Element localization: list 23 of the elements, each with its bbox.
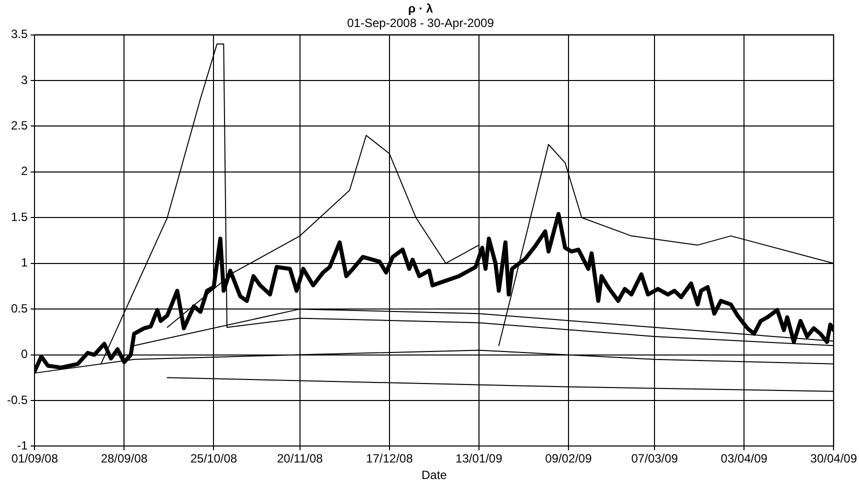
y-tick-label: 2.5 xyxy=(10,118,28,133)
y-tick-label: 0 xyxy=(20,347,28,362)
x-tick-label: 20/11/08 xyxy=(276,452,324,466)
y-tick-label: -0.5 xyxy=(6,392,28,407)
y-tick-label: 2 xyxy=(20,164,28,178)
y-tick-label: 3.5 xyxy=(10,27,28,42)
x-tick-label: 28/09/08 xyxy=(100,452,148,466)
y-tick-label: 1 xyxy=(20,256,28,270)
x-tick-label: 09/02/09 xyxy=(545,452,592,466)
x-tick-label: 07/03/09 xyxy=(631,452,678,466)
y-tick-label: -1 xyxy=(17,438,28,453)
x-axis-title: Date xyxy=(421,468,448,482)
x-tick-label: 17/12/08 xyxy=(366,452,414,466)
y-tick-label: 1.5 xyxy=(10,210,28,224)
x-tick-label: 30/04/09 xyxy=(810,452,858,466)
x-tick-label: 03/04/09 xyxy=(720,452,768,466)
x-tick-label: 25/10/08 xyxy=(190,452,238,466)
chart-title: ρ · λ xyxy=(408,2,434,16)
x-tick-label: 01/09/08 xyxy=(11,452,58,466)
y-tick-label: 0.5 xyxy=(10,301,28,316)
chart-subtitle: 01-Sep-2008 - 30-Apr-2009 xyxy=(347,16,494,30)
y-tick-label: 3 xyxy=(20,72,28,87)
x-tick-label: 13/01/09 xyxy=(456,452,503,466)
